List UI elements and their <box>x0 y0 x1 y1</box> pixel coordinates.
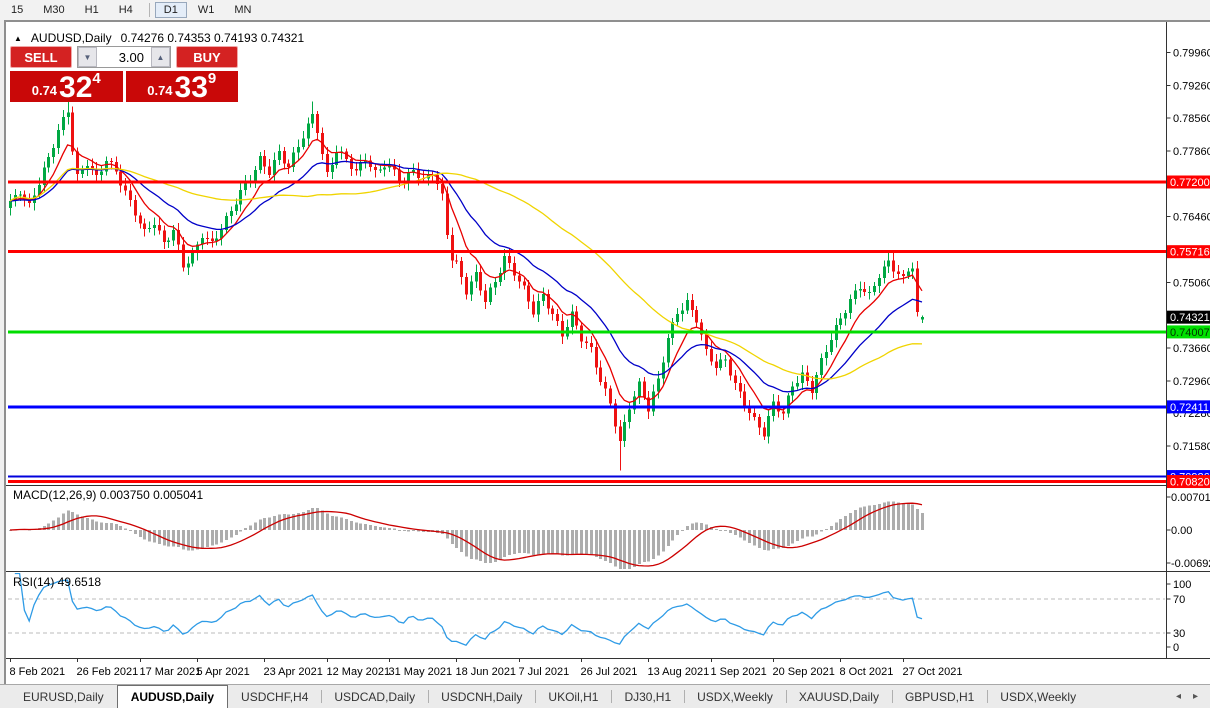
buy-price[interactable]: 0.74 33 9 <box>125 70 238 104</box>
tab-xauusd-daily[interactable]: XAUUSD,Daily <box>785 685 892 708</box>
tab-usdcnh-daily[interactable]: USDCNH,Daily <box>428 685 535 708</box>
chart-window <box>4 20 1210 684</box>
volume-input[interactable]: 3.00 <box>118 49 144 65</box>
timeframe-w1[interactable]: W1 <box>197 4 215 16</box>
tab-usdcad-daily[interactable]: USDCAD,Daily <box>321 685 428 708</box>
tabs-scroll-right-icon[interactable]: ▸ <box>1192 691 1198 702</box>
timeframe-m30[interactable]: M30 <box>43 4 65 16</box>
buy-price-big: 33 <box>174 71 208 104</box>
timeframe-h4[interactable]: H4 <box>118 4 133 16</box>
buy-price-prefix: 0.74 <box>147 83 173 98</box>
symbol-ohlc: 0.74276 0.74353 0.74193 0.74321 <box>120 31 305 45</box>
tab-dj30-h1[interactable]: DJ30,H1 <box>611 685 684 708</box>
one-click-trade-panel: SELL ▼ 3.00 ▲ BUY 0.74 32 4 0.74 33 9 <box>10 46 238 104</box>
sell-price-sup: 4 <box>92 70 101 87</box>
chart-tabs: EURUSD,Daily AUDUSD,Daily USDCHF,H4 USDCAD,… <box>0 684 1210 708</box>
volume-stepper: ▼ 3.00 ▲ <box>77 46 171 68</box>
collapse-arrow-icon[interactable]: ▲ <box>14 33 22 43</box>
volume-down-icon[interactable]: ▼ <box>78 47 97 67</box>
sell-price-big: 32 <box>59 71 93 104</box>
symbol-info: ▲ AUDUSD,Daily 0.74276 0.74353 0.74193 0… <box>14 31 304 45</box>
tab-eurusd-daily[interactable]: EURUSD,Daily <box>23 689 104 704</box>
volume-up-icon[interactable]: ▲ <box>151 47 170 67</box>
timeframe-h1[interactable]: H1 <box>84 4 99 16</box>
sell-button[interactable]: SELL <box>10 46 72 68</box>
tab-gbpusd-h1[interactable]: GBPUSD,H1 <box>891 685 987 708</box>
tabs-scroll-left-icon[interactable]: ◂ <box>1175 691 1181 702</box>
tab-usdx-weekly[interactable]: USDX,Weekly <box>684 685 786 708</box>
symbol-title: AUDUSD,Daily <box>30 31 112 45</box>
toolbar-separator <box>148 3 150 17</box>
timeframe-15[interactable]: 15 <box>11 4 24 16</box>
buy-price-sup: 9 <box>207 70 217 87</box>
timeframe-toolbar: 15 M30 H1 H4 D1 W1 MN <box>0 0 1210 20</box>
macd-indicator-label: MACD(12,26,9) 0.003750 0.005041 <box>13 488 204 502</box>
rsi-indicator-label: RSI(14) 49.6518 <box>13 575 102 589</box>
timeframe-mn[interactable]: MN <box>234 4 252 16</box>
tab-usdx-weekly[interactable]: USDX,Weekly <box>987 685 1089 708</box>
tab-audusd-daily[interactable]: AUDUSD,Daily <box>116 685 229 708</box>
tab-ukoil-h1[interactable]: UKOil,H1 <box>535 685 611 708</box>
sell-price[interactable]: 0.74 32 4 <box>10 70 123 104</box>
timeframe-d1[interactable]: D1 <box>154 2 187 18</box>
tab-scroll-arrows: ◂ ▸ <box>1176 685 1210 708</box>
sell-price-prefix: 0.74 <box>31 83 58 98</box>
tab-usdchf-h4[interactable]: USDCHF,H4 <box>241 689 309 704</box>
buy-button[interactable]: BUY <box>176 46 238 68</box>
